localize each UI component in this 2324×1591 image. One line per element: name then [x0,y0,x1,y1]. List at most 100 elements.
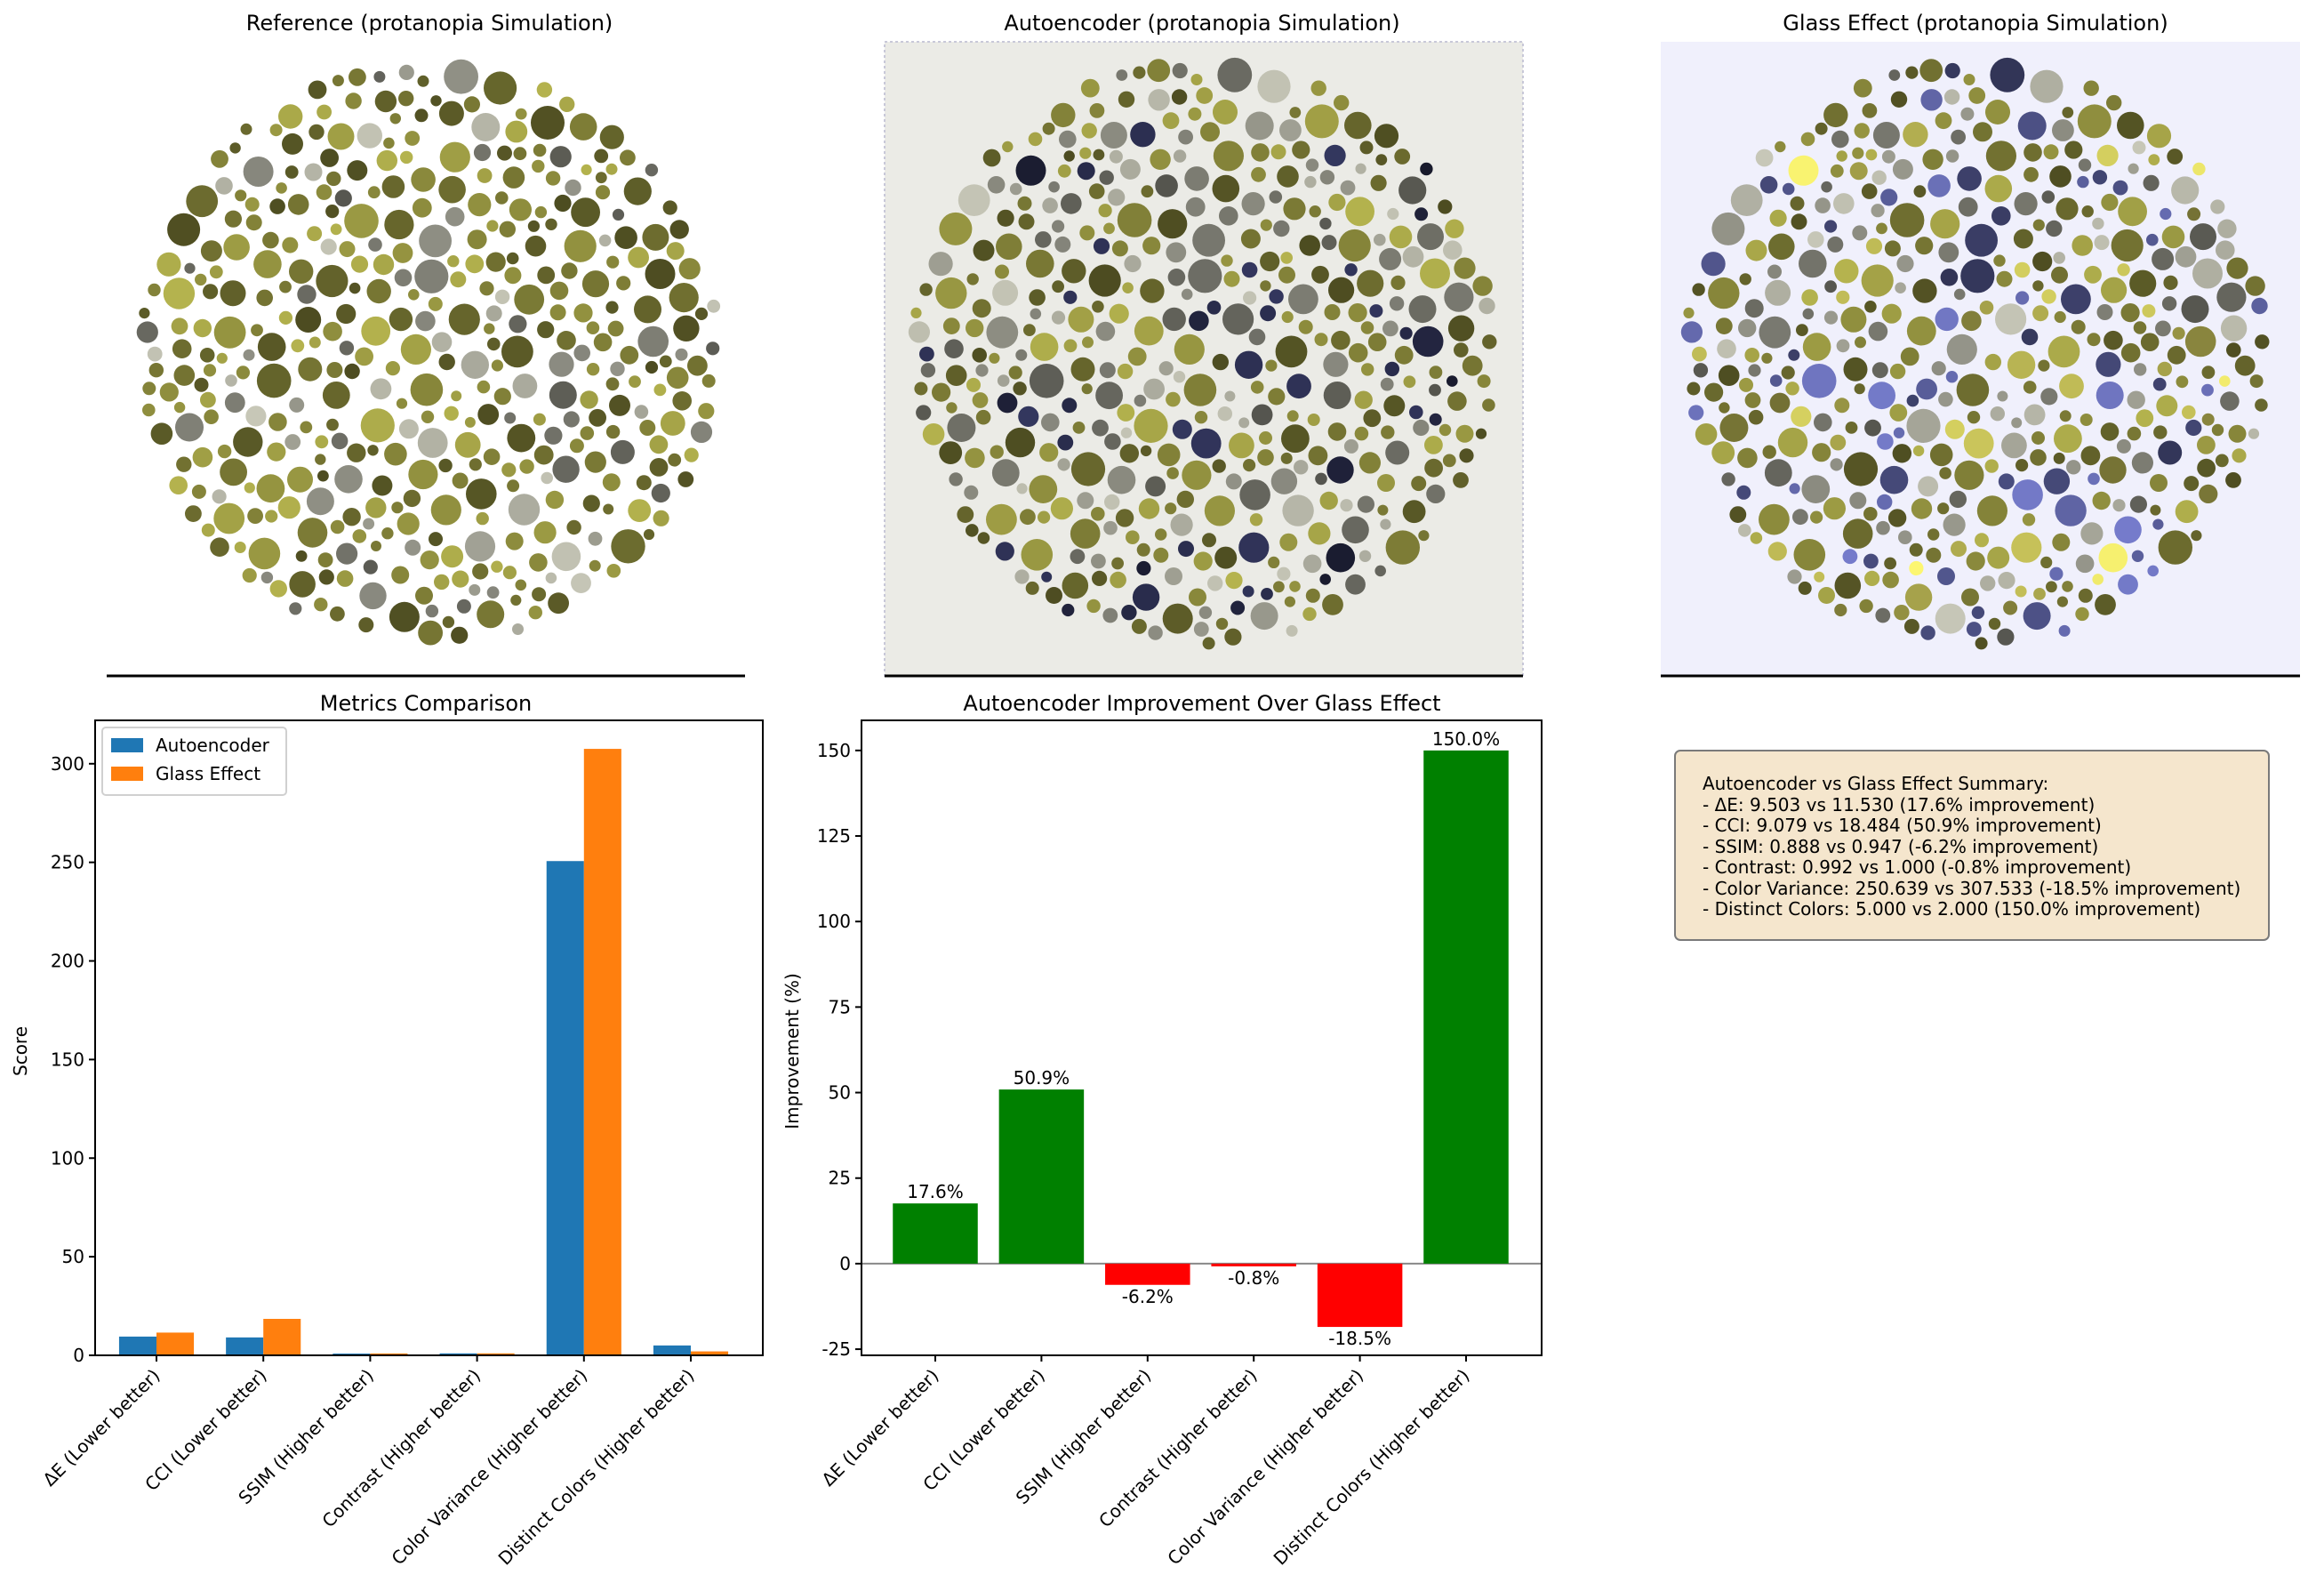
plate-dot [1289,581,1301,592]
plate-dot [1086,599,1101,614]
plate-dot [1919,59,1943,83]
plate-dot [295,307,322,333]
plate-dot [1954,460,1984,490]
plate-dot [159,382,179,402]
plate-dot [1905,66,1919,79]
plate-dot [476,511,489,526]
plate-dot [1136,560,1151,576]
plate-dot [566,519,581,535]
plate-dot [450,271,467,288]
plate-dot [1077,492,1094,510]
plate-dot [1257,69,1291,103]
plate-dot [1968,87,1986,104]
plate-dot [248,537,281,570]
plate-dot [2158,530,2192,565]
plate-dot [193,318,212,338]
plate-dot [529,553,548,572]
plate-dot [2003,600,2018,615]
plate-dot [1014,569,1030,584]
plate-dot [434,574,450,591]
plate-dot [2248,428,2260,439]
plate-dot [363,559,378,575]
plate-dot [1122,282,1134,294]
plate-dot [1993,254,2006,267]
plate-dot [628,246,649,269]
plate-dot [1104,433,1121,450]
plate-dot [515,579,527,591]
plate-dot [373,253,395,276]
plate-dot [223,234,250,261]
plate-dot [148,283,161,297]
plate-dot [396,398,408,409]
x-tick-label: Distinct Colors (Higher better) [494,1365,699,1570]
plate-dot [1715,317,1733,334]
plate-dot [1903,618,1919,634]
plate-dot [1971,606,1985,619]
plate-dot [339,241,356,258]
plate-dot [545,572,557,584]
plate-dot [1239,479,1270,510]
plate-dot [2216,282,2247,312]
plate-dot [1117,363,1134,380]
plate-dot [1863,507,1878,521]
plate-dot [668,453,682,467]
plate-dot [1324,144,1346,166]
plate-dot [1238,532,1270,563]
plate-dot [1737,447,1758,469]
plate-dot [472,563,489,580]
plate-dot [418,620,443,646]
plate-dot [203,364,217,377]
plate-dot [316,184,333,200]
plate-dot [267,442,286,462]
plate-dot [1759,176,1778,194]
plate-dot [1331,330,1350,350]
plate-dot [1148,89,1170,111]
plate-dot [2147,565,2159,577]
plate-dot [1133,66,1146,79]
plate-dot [2120,342,2141,363]
plate-dot [1472,276,1493,296]
plate-dot [995,264,1009,279]
plate-dot [1150,149,1171,170]
plate-dot [928,252,953,277]
plate-dot [2077,104,2112,139]
plate-dot [1823,102,1848,128]
plate-dot [447,255,460,268]
plate-dot [1358,452,1381,474]
plate-dot [610,439,635,464]
plate-dot [298,357,323,382]
plate-dot [1092,570,1108,587]
plate-dot [607,320,624,337]
plate-dot [2226,342,2241,358]
plate-dot [1459,448,1474,463]
plate-dot [1322,594,1343,615]
plate-dot [1030,308,1042,320]
plate-dot [2083,80,2099,96]
plate-dot [1692,346,1707,362]
plate-dot [389,601,420,632]
plate-dot [1319,217,1332,230]
plate-dot [1889,404,1908,422]
plate-dot [398,419,419,439]
plate-dot [2201,413,2215,426]
plate-dot [1823,310,1839,325]
bar-glass-effect [263,1319,301,1355]
plate-dot [1119,158,1141,180]
plate-dot [545,171,561,186]
plate-dot [1792,509,1808,526]
plate-dot [636,475,652,491]
plate-dot [1280,452,1293,464]
plate-dot [1202,637,1215,650]
plate-dot [1943,89,1960,105]
plate-dot [1944,62,1960,79]
plate-dot [637,325,669,358]
plate-dot [1880,189,1898,206]
plate-dot [2163,275,2178,290]
plate-dot [1995,303,2027,335]
plate-dot [1348,303,1367,323]
plate-dot [1831,130,1849,149]
plate-dot [1225,572,1243,590]
plate-dot [265,510,278,523]
plate-dot [939,212,973,245]
plate-dot [233,427,263,457]
